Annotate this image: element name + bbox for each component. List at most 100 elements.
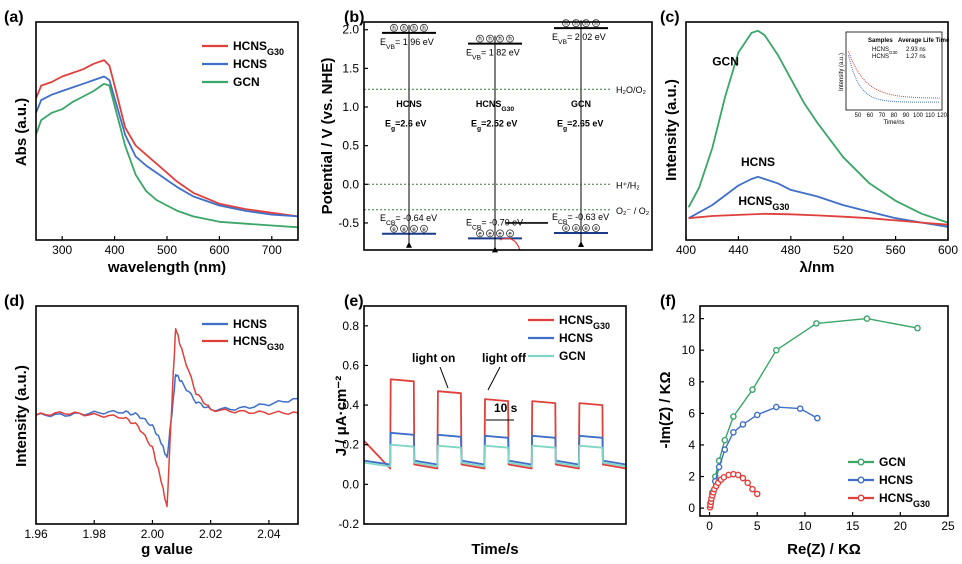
y-tick-label: -0.5 (338, 216, 359, 230)
hole-marker (410, 23, 418, 32)
x-tick-label: 600 (938, 243, 958, 257)
x-tick-label: 560 (886, 243, 906, 257)
x-tick-label: 20 (894, 519, 908, 533)
annotation: 10 s (494, 401, 518, 415)
inset-x-axis-title: Time/ns (883, 120, 904, 126)
inset-table-header: Samples (868, 38, 893, 44)
legend-label: HCNSG30 (233, 39, 284, 57)
legend-marker (857, 494, 865, 502)
x-tick-label: 2.04 (257, 527, 281, 541)
curve-label: HCNSG30 (738, 194, 789, 212)
y-axis-title: -Im(Z) / KΩ (657, 371, 674, 448)
series-line (363, 431, 627, 466)
data-point (715, 463, 723, 471)
hole-symbol: h (412, 26, 415, 32)
legend-label: HCNSG30 (559, 313, 610, 331)
y-tick-label: 0.0 (342, 177, 359, 191)
vb-label: EVB= 1.96 eV (380, 37, 434, 51)
legend-label: HCNS (559, 331, 593, 345)
hole-symbol: h (564, 21, 567, 27)
panel-a: 300 400 500 600 700 (a) wavelength (nm) Abs (a.… (4, 9, 299, 276)
electron-marker (562, 224, 570, 232)
legend-label: HCNSG30 (879, 491, 930, 509)
inset-row-value: 2.93 ns (906, 47, 926, 53)
data-point (863, 315, 871, 322)
inset-row-sample: HCNSG30 (872, 47, 898, 55)
curve-label: GCN (712, 55, 739, 69)
y-tick-label: 0 (688, 501, 695, 515)
y-axis-title: Intensity (a.u.) (13, 365, 30, 467)
plot-frame (35, 305, 299, 525)
y-tick-label: -0.2 (338, 517, 359, 531)
x-tick-label: 480 (781, 243, 801, 257)
data-point (730, 413, 737, 420)
redox-label: O₂⁻ / O₂ (616, 206, 650, 216)
legend-label: GCN (879, 455, 906, 469)
eg-label: Eg=2.6 eV (385, 118, 426, 132)
x-axis-title: wavelength (nm) (107, 259, 226, 276)
y-axis-title: J / μA·cm⁻² (333, 376, 350, 456)
legend-label: HCNS (879, 473, 913, 487)
x-axis-title: Time/s (471, 541, 518, 558)
series-line (35, 59, 299, 218)
series-line (688, 212, 949, 226)
x-tick-label: 400 (676, 243, 696, 257)
hole-symbol: h (508, 37, 511, 43)
electron-symbol: e (508, 231, 512, 237)
electron-symbol: e (584, 226, 588, 232)
hole-marker (496, 34, 504, 43)
panel-label: (f) (660, 293, 676, 310)
electron-symbol: e (402, 227, 406, 233)
transfer-arrow (499, 237, 521, 251)
data-point (773, 403, 780, 411)
x-tick-label: 700 (262, 243, 282, 257)
hole-symbol: h (498, 37, 501, 43)
y-tick-label: 0.4 (342, 398, 359, 412)
data-point (914, 324, 921, 332)
electron-marker (572, 224, 580, 232)
hole-symbol: h (594, 21, 597, 27)
electron-marker (486, 229, 494, 238)
data-point (734, 471, 742, 479)
hole-symbol: h (488, 37, 491, 43)
panel-label: (d) (4, 293, 24, 310)
series-line (688, 175, 949, 228)
legend-label: GCN (233, 75, 260, 89)
hole-symbol: h (574, 21, 577, 27)
x-axis-title: Re(Z) / KΩ (787, 541, 861, 558)
data-point (749, 485, 756, 493)
band-name: GCN (571, 99, 591, 109)
inset-x-tick-label: 90 (903, 113, 910, 119)
annotation-arrow (439, 366, 449, 389)
electron-marker (476, 229, 484, 238)
legend-marker (857, 476, 865, 484)
inset-x-tick-label: 70 (879, 113, 886, 119)
inset-x-tick-label: 120 (937, 113, 948, 119)
electron-symbol: e (498, 231, 502, 237)
cb-label: ECB= -0.70 eV (466, 217, 523, 231)
y-axis-title: Abs (a.u.) (13, 98, 30, 166)
cb-label: ECB= -0.63 eV (552, 212, 609, 226)
hole-marker (400, 23, 408, 32)
x-tick-label: 2.00 (141, 527, 165, 541)
electron-marker (390, 224, 398, 233)
panel-d: 1.96 1.98 2.00 2.02 2.04 (d) g value Intensity … (4, 293, 299, 558)
legend-label: GCN (559, 349, 586, 363)
hole-symbol: h (392, 26, 395, 32)
hole-symbol: h (478, 37, 481, 43)
x-tick-label: 10 (798, 519, 812, 533)
annotation: light off (482, 351, 527, 365)
series-line (35, 328, 299, 508)
data-point (753, 490, 761, 498)
vb-label: EVB= 1.82 eV (466, 48, 520, 62)
y-tick-label: 0.5 (342, 139, 359, 153)
data-point (749, 386, 756, 393)
y-tick-label: 1.5 (342, 61, 359, 75)
electron-marker (496, 229, 504, 238)
x-tick-label: 2.02 (199, 527, 223, 541)
series-line (687, 29, 949, 224)
y-tick-label: 2 (688, 470, 695, 484)
legend-label: HCNSG30 (233, 334, 284, 352)
panel-label: (c) (660, 9, 680, 26)
